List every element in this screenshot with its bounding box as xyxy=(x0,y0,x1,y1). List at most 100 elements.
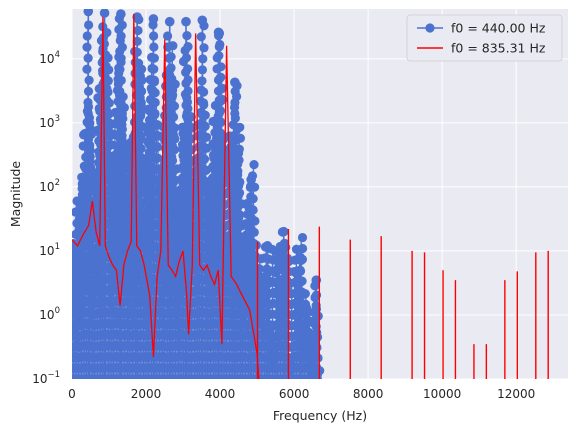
stem-marker xyxy=(137,86,147,97)
y-tick-label: 101 xyxy=(39,242,60,258)
x-tick-label: 6000 xyxy=(279,387,310,401)
stem-marker xyxy=(250,216,260,226)
stem-marker xyxy=(170,79,180,89)
legend-swatch-marker xyxy=(425,23,435,33)
stem-marker xyxy=(251,240,261,250)
stem-marker xyxy=(169,101,180,111)
stem-marker xyxy=(118,92,128,102)
legend-box xyxy=(406,14,563,62)
stem-marker xyxy=(150,97,160,108)
stem-marker xyxy=(199,100,209,110)
stem-marker xyxy=(149,77,160,87)
y-tick-label: 10−1 xyxy=(32,370,60,386)
stem-marker xyxy=(183,103,193,114)
stem-marker xyxy=(115,64,125,74)
stem-marker xyxy=(234,155,244,165)
legend-label: f0 = 440.00 Hz xyxy=(451,21,546,36)
peak-marker xyxy=(295,252,305,262)
stem-marker xyxy=(168,41,178,51)
stem-marker xyxy=(84,75,94,85)
series-f0-440 xyxy=(72,9,325,379)
stem-marker xyxy=(216,62,226,72)
x-tick-label: 4000 xyxy=(205,387,236,401)
stem-marker xyxy=(104,98,114,108)
stem-marker xyxy=(297,276,307,286)
stem-marker xyxy=(85,151,95,162)
peak-marker xyxy=(197,15,208,26)
stem-marker xyxy=(235,210,245,220)
peak-marker xyxy=(164,16,175,27)
stem-marker xyxy=(183,64,193,74)
stem-marker xyxy=(247,193,258,204)
x-tick-label: 0 xyxy=(68,387,76,401)
stem-marker xyxy=(136,144,146,154)
stem-marker xyxy=(82,64,92,74)
stem-marker xyxy=(300,289,310,299)
stem-marker xyxy=(199,43,209,53)
x-axis-label: Frequency (Hz) xyxy=(273,408,367,423)
peak-marker xyxy=(132,12,142,22)
stem-marker xyxy=(250,182,260,192)
stem-marker xyxy=(235,133,246,143)
stem-marker xyxy=(169,145,180,155)
stem-marker xyxy=(249,160,259,170)
stem-marker xyxy=(168,112,179,122)
x-tick-label: 12000 xyxy=(497,387,535,401)
stem-marker xyxy=(182,30,192,41)
peak-marker xyxy=(83,9,94,17)
stem-marker xyxy=(137,64,147,74)
stem-marker xyxy=(183,75,193,85)
stem-marker xyxy=(234,188,245,198)
stem-marker xyxy=(199,154,210,164)
peak-marker xyxy=(246,174,256,185)
stem-marker xyxy=(85,118,95,128)
stem-marker xyxy=(312,332,323,342)
peak-marker xyxy=(181,16,191,27)
stem-marker xyxy=(196,32,206,42)
stem-marker xyxy=(117,20,127,30)
peak-marker xyxy=(148,14,159,24)
y-tick-label: 103 xyxy=(39,114,60,130)
stem-marker xyxy=(235,122,245,132)
y-tick-label: 102 xyxy=(39,178,60,194)
legend: f0 = 440.00 Hz f0 = 835.31 Hz xyxy=(406,14,563,62)
stem-marker xyxy=(170,123,180,133)
peak-marker xyxy=(116,9,126,19)
stem-marker xyxy=(234,144,244,154)
stem-marker xyxy=(218,83,228,94)
stem-marker xyxy=(149,53,159,63)
stem-marker xyxy=(232,91,242,102)
stem-marker xyxy=(82,31,92,41)
stem-marker xyxy=(118,113,128,124)
stem-marker xyxy=(249,227,259,237)
y-tick-label: 104 xyxy=(39,50,60,66)
peak-marker xyxy=(99,9,110,18)
peak-marker xyxy=(262,241,273,251)
stem-marker xyxy=(297,243,308,254)
x-axis-ticks: 0 2000 4000 6000 8000 10000 12000 xyxy=(68,387,535,401)
stem-marker xyxy=(136,111,146,121)
stem-marker xyxy=(133,25,143,36)
stem-marker xyxy=(302,304,312,314)
stem-marker xyxy=(313,353,323,363)
stem-marker xyxy=(253,265,264,275)
peak-marker xyxy=(230,77,240,88)
stem-marker xyxy=(216,117,226,127)
x-tick-label: 10000 xyxy=(423,387,461,401)
stem-marker xyxy=(103,76,113,86)
stem-marker xyxy=(82,42,92,52)
x-tick-label: 8000 xyxy=(353,387,384,401)
stem-marker xyxy=(199,87,209,97)
stem-marker xyxy=(297,232,308,243)
x-tick-label: 2000 xyxy=(131,387,162,401)
legend-label: f0 = 835.31 Hz xyxy=(451,41,546,56)
stem-marker xyxy=(150,108,160,119)
stem-marker xyxy=(201,132,212,142)
stem-marker xyxy=(104,65,114,75)
y-axis-ticks: 10−1 100 101 102 103 104 xyxy=(32,50,60,386)
peak-marker xyxy=(278,226,289,237)
stem-marker xyxy=(137,75,147,85)
stem-marker xyxy=(117,42,127,52)
stem-marker xyxy=(136,100,146,110)
